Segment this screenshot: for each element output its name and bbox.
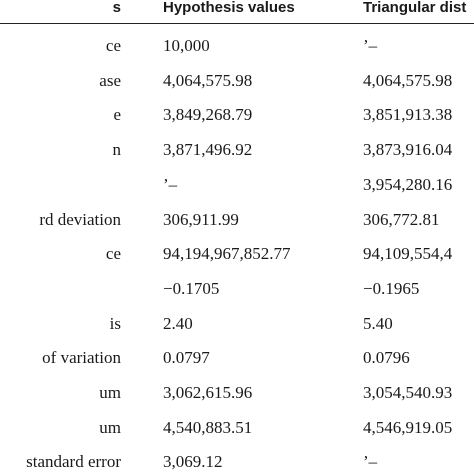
- row-label: um: [99, 417, 121, 437]
- cell-value: ’–: [163, 174, 178, 194]
- cell-value: 2.40: [163, 313, 193, 333]
- row-label: n: [112, 140, 122, 160]
- cell-value: 306,772.81: [363, 209, 440, 229]
- row-label: rd deviation: [39, 209, 121, 229]
- cell-value: 3,871,496.92: [163, 140, 253, 160]
- cell-value: 0.0796: [363, 348, 410, 368]
- row-label: um: [99, 383, 121, 402]
- column-header: Hypothesis values: [163, 0, 295, 16]
- cell-value: 4,546,919.05: [363, 417, 453, 437]
- cell-value: 306,911.99: [163, 209, 239, 229]
- cell-value: −0.1965: [363, 278, 420, 298]
- column-header: s: [112, 0, 121, 16]
- row-label: ce: [105, 36, 121, 55]
- cell-value: 3,851,913.38: [363, 105, 453, 125]
- cell-value: 3,069.12: [163, 452, 223, 472]
- cell-value: 3,849,268.79: [163, 105, 253, 125]
- cell-value: 3,954,280.16: [363, 174, 453, 194]
- cell-value: 3,054,540.93: [363, 383, 453, 402]
- row-label: ce: [105, 244, 121, 264]
- header-rule: [0, 23, 474, 24]
- cell-value: 3,062,615.96: [163, 383, 253, 402]
- cell-value: 0.0797: [163, 348, 210, 368]
- cell-value: ’–: [363, 36, 378, 55]
- cell-value: 10,000: [163, 36, 210, 55]
- cell-value: 3,873,916.04: [363, 140, 453, 160]
- row-label: ase: [99, 70, 121, 90]
- cell-value: 94,109,554,4: [363, 244, 453, 264]
- row-label: standard error: [26, 452, 121, 472]
- column-header: Triangular dist: [363, 0, 467, 16]
- cell-value: 5.40: [363, 313, 393, 333]
- row-label: is: [109, 313, 121, 333]
- cell-value: 4,064,575.98: [163, 70, 253, 90]
- cell-value: ’–: [363, 452, 378, 472]
- cell-value: −0.1705: [163, 278, 220, 298]
- row-label: e: [113, 105, 121, 125]
- row-label: of variation: [42, 348, 121, 368]
- cell-value: 4,540,883.51: [163, 417, 253, 437]
- cell-value: 94,194,967,852.77: [163, 244, 291, 264]
- cell-value: 4,064,575.98: [363, 70, 453, 90]
